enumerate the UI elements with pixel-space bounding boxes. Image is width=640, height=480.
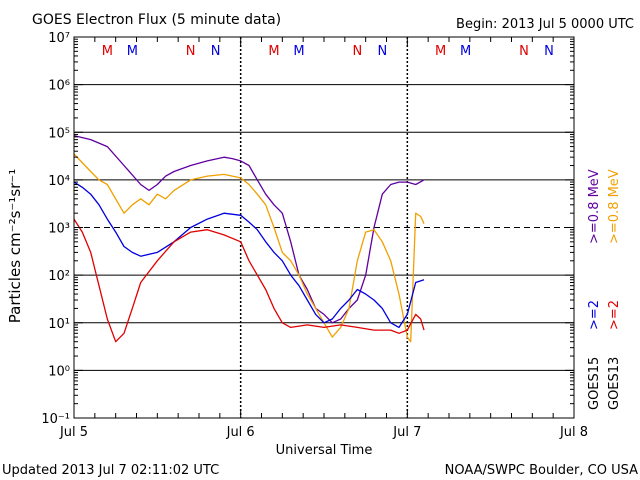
x-tick-label: Jul 8 xyxy=(559,425,588,440)
mn-marker: M xyxy=(127,44,138,59)
mn-marker: M xyxy=(460,44,471,59)
updated-timestamp: Updated 2013 Jul 7 02:11:02 UTC xyxy=(2,463,219,478)
x-axis-label: Universal Time xyxy=(276,443,373,458)
y-tick-label: 10¹ xyxy=(48,317,70,332)
y-tick-label: 10⁰ xyxy=(48,364,70,379)
mn-marker: N xyxy=(519,44,529,59)
x-tick-label: Jul 7 xyxy=(392,425,421,440)
credit-text: NOAA/SWPC Boulder, CO USA xyxy=(445,463,638,478)
legend: GOES15 GOES13 >=2 >=2 >=0.8 MeV >=0.8 MeV xyxy=(587,169,622,410)
plot-frame xyxy=(73,36,575,419)
series-line-orange xyxy=(73,153,425,343)
y-tick-label: 10⁷ xyxy=(48,31,70,46)
y-tick-label: 10⁴ xyxy=(48,174,70,189)
mn-marker: N xyxy=(377,44,387,59)
begin-time: Begin: 2013 Jul 5 0000 UTC xyxy=(456,17,634,32)
y-axis-label: Particles cm⁻²s⁻¹sr⁻¹ xyxy=(6,169,24,323)
mn-marker: N xyxy=(186,44,196,59)
y-tick-label: 10⁻¹ xyxy=(41,412,70,427)
series-line-purple xyxy=(73,134,425,324)
y-tick-label: 10⁶ xyxy=(48,79,70,94)
y-tick-label: 10² xyxy=(48,269,70,284)
legend-satellite-label: GOES13 xyxy=(607,357,622,410)
mn-marker: N xyxy=(211,44,221,59)
mn-marker: M xyxy=(293,44,304,59)
mn-marker: N xyxy=(544,44,554,59)
x-tick-label: Jul 5 xyxy=(59,425,88,440)
mn-marker: M xyxy=(102,44,113,59)
mn-marker: N xyxy=(352,44,362,59)
grid-layer xyxy=(74,37,574,418)
legend-entry: >=2 xyxy=(587,300,602,330)
legend-entry: >=2 xyxy=(607,300,622,330)
chart-title: GOES Electron Flux (5 minute data) xyxy=(32,12,281,28)
legend-entry: >=0.8 MeV xyxy=(587,169,602,244)
series-layer xyxy=(73,134,425,343)
y-tick-label: 10⁵ xyxy=(48,126,70,141)
legend-entry: >=0.8 MeV xyxy=(607,169,622,244)
series-line-blue xyxy=(73,181,425,329)
legend-satellite-label: GOES15 xyxy=(587,357,602,410)
series-line-red xyxy=(73,218,425,343)
mn-marker: M xyxy=(268,44,279,59)
x-tick-label: Jul 6 xyxy=(226,425,255,440)
y-tick-label: 10³ xyxy=(48,222,70,237)
mn-marker: M xyxy=(435,44,446,59)
